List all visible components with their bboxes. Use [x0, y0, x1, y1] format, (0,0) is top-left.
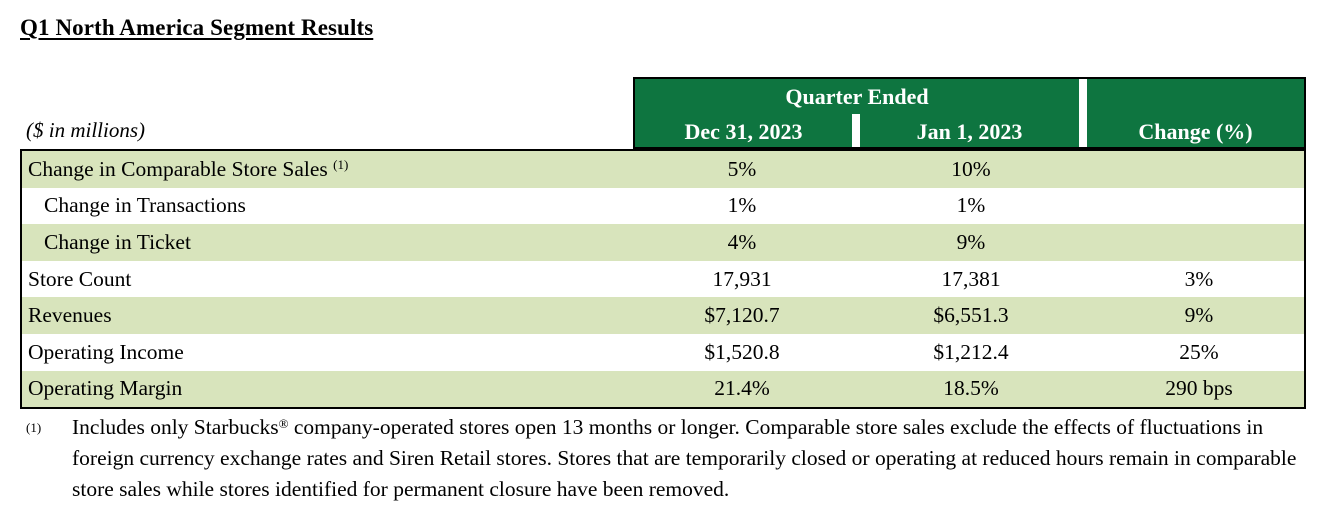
footnote-text-rest: company-operated stores open 13 months o… — [72, 415, 1297, 501]
table-row: Change in Ticket 4% 9% — [22, 224, 1304, 261]
page-title: Q1 North America Segment Results — [20, 15, 374, 40]
cell-change: 25% — [1179, 339, 1219, 364]
row-label: Store Count — [28, 266, 132, 291]
cell-change — [1099, 188, 1299, 225]
table-row: Revenues $7,120.7 $6,551.3 9% — [22, 297, 1304, 334]
cell-jan-2023: 18.5% — [943, 376, 999, 401]
row-label: Operating Margin — [28, 376, 183, 401]
header-divider — [1079, 79, 1087, 147]
cell-dec-2023: $1,520.8 — [704, 339, 780, 364]
cell-jan-2023: 17,381 — [941, 266, 1001, 291]
cell-dec-2023: 17,931 — [712, 266, 772, 291]
cell-change: 3% — [1184, 266, 1214, 291]
footnote-text-start: Includes only Starbucks — [72, 415, 279, 439]
cell-dec-2023: 4% — [727, 229, 757, 254]
cell-change: 9% — [1184, 303, 1214, 328]
units-label: ($ in millions) — [26, 118, 145, 142]
table-row: Operating Margin 21.4% 18.5% 290 bps — [22, 370, 1304, 408]
cell-jan-2023: $6,551.3 — [933, 303, 1009, 328]
table-row: Change in Comparable Store Sales (1) 5% … — [22, 151, 1304, 188]
row-label: Operating Income — [28, 339, 184, 364]
table-row: Store Count 17,931 17,381 3% — [22, 261, 1304, 298]
table-row: Change in Transactions 1% 1% — [22, 188, 1304, 225]
footnote-mark: (1) — [26, 420, 42, 435]
cell-change — [1099, 224, 1299, 261]
col-header-change: Change (%) — [1138, 119, 1253, 144]
cell-jan-2023: 1% — [956, 193, 986, 218]
results-table: Change in Comparable Store Sales (1) 5% … — [20, 149, 1306, 410]
cell-change — [1099, 151, 1299, 188]
footnote-ref: (1) — [333, 157, 349, 173]
footnote-text: Includes only Starbucks® company-operate… — [72, 412, 1297, 505]
col-header-dec-31-2023: Dec 31, 2023 — [684, 119, 803, 144]
row-label: Revenues — [28, 303, 112, 328]
cell-jan-2023: 10% — [951, 156, 991, 181]
row-label: Change in Transactions — [44, 193, 246, 218]
cell-dec-2023: $7,120.7 — [704, 303, 780, 328]
cell-change: 290 bps — [1165, 376, 1233, 401]
header-divider — [852, 114, 860, 147]
table-row: Operating Income $1,520.8 $1,212.4 25% — [22, 334, 1304, 371]
quarter-ended-header: Quarter Ended — [785, 84, 929, 109]
col-header-jan-1-2023: Jan 1, 2023 — [916, 119, 1023, 144]
row-label: Change in Ticket — [44, 229, 191, 254]
row-label-text: Change in Comparable Store Sales — [28, 156, 328, 181]
cell-dec-2023: 21.4% — [714, 376, 770, 401]
registered-mark: ® — [278, 416, 289, 431]
cell-jan-2023: 9% — [956, 229, 986, 254]
cell-dec-2023: 1% — [727, 193, 757, 218]
cell-dec-2023: 5% — [727, 156, 757, 181]
table-header — [633, 77, 1306, 149]
cell-jan-2023: $1,212.4 — [933, 339, 1009, 364]
row-label: Change in Comparable Store Sales (1) — [28, 151, 348, 188]
